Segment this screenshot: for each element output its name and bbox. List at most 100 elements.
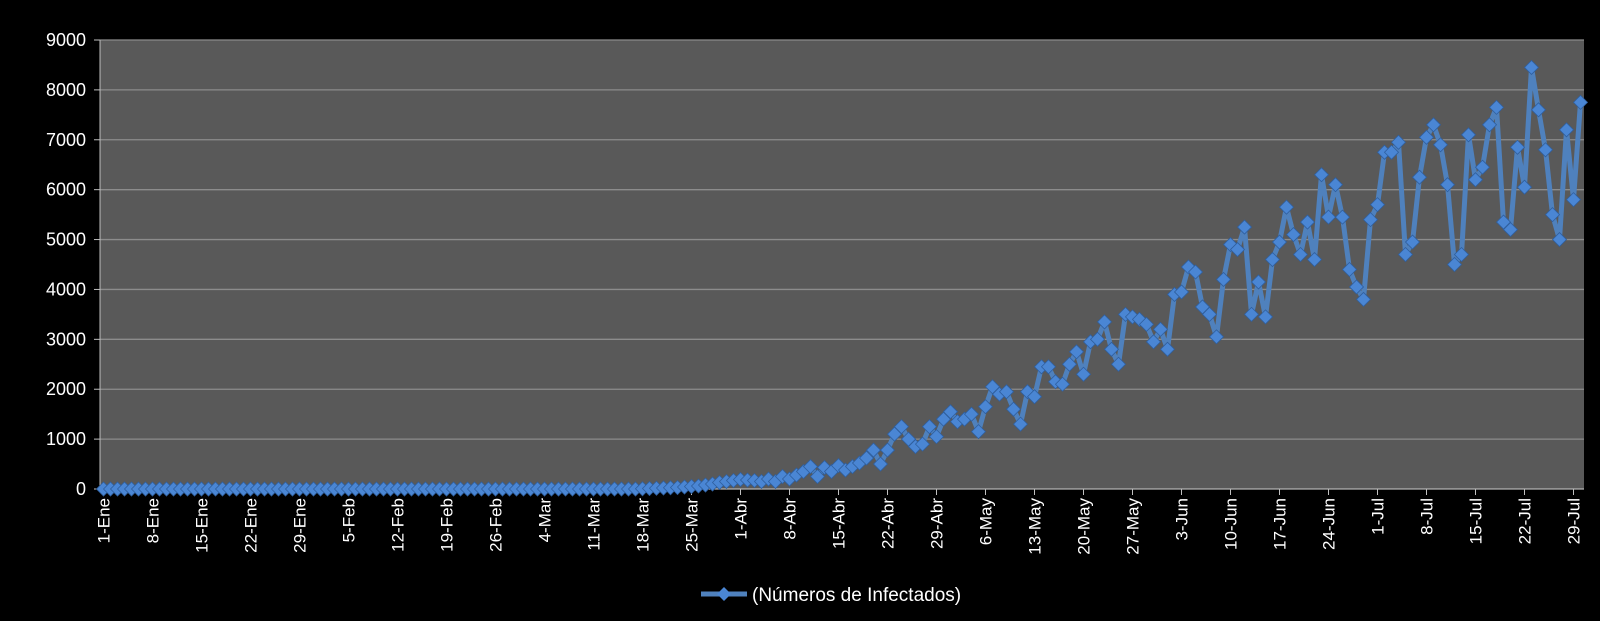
data-point [1509, 139, 1526, 155]
data-point [1208, 329, 1225, 345]
data-point [1292, 246, 1309, 263]
y-tick-label-6000: 6000 [46, 180, 86, 200]
data-point [977, 399, 994, 415]
data-point [1236, 219, 1253, 235]
data-point [893, 419, 910, 435]
data-point [1243, 306, 1260, 322]
y-tick-label-3000: 3000 [46, 329, 86, 349]
data-point [1005, 401, 1022, 417]
y-tick-label-7000: 7000 [46, 130, 86, 150]
data-point [1453, 246, 1470, 263]
y-tick-label-1000: 1000 [46, 429, 86, 449]
data-point [1061, 356, 1078, 372]
x-tick-label: 1-Ene [95, 498, 114, 543]
x-tick-label: 1-Jul [1369, 498, 1388, 535]
x-tick-label: 10-Jun [1222, 498, 1241, 550]
data-point [1425, 117, 1442, 133]
data-point [1278, 199, 1295, 215]
data-point [1362, 212, 1379, 228]
data-point [998, 384, 1015, 400]
data-point [1264, 251, 1281, 268]
x-tick-label: 22-Abr [879, 498, 898, 549]
series-infectados [95, 59, 1589, 497]
x-tick-label: 3-Jun [1173, 498, 1192, 541]
legend: (Números de Infectados) [701, 585, 961, 606]
x-tick-label: 8-Abr [781, 498, 800, 540]
data-point [1145, 334, 1162, 350]
data-point [1369, 197, 1386, 213]
data-point [1320, 209, 1337, 225]
data-point [1481, 117, 1498, 133]
data-point [879, 442, 896, 458]
y-tick-label-8000: 8000 [46, 80, 86, 100]
data-point [1026, 389, 1043, 405]
data-point [872, 456, 889, 472]
x-tick-label: 25-Mar [683, 498, 702, 552]
data-point [1103, 341, 1120, 357]
data-point [1250, 274, 1267, 290]
data-point [1327, 177, 1344, 193]
y-tick-label-4000: 4000 [46, 279, 86, 299]
x-tick-label: 22-Ene [242, 498, 261, 553]
data-point [1523, 59, 1540, 76]
data-point [1096, 314, 1113, 330]
y-axis: 0 1000 2000 3000 4000 5000 6000 7000 8000 9000 [46, 30, 101, 499]
x-tick-label: 20-May [1075, 498, 1094, 555]
data-point [1089, 331, 1106, 347]
y-tick-label-5000: 5000 [46, 230, 86, 250]
data-point [1341, 261, 1358, 278]
data-point [1565, 192, 1582, 208]
data-point [1159, 341, 1176, 357]
x-tick-label: 29-Jul [1565, 498, 1584, 544]
data-point [1040, 359, 1057, 375]
x-tick-label: 12-Feb [389, 498, 408, 552]
x-tick-label: 26-Feb [487, 498, 506, 552]
data-point [963, 406, 980, 422]
data-point [1390, 134, 1407, 150]
x-axis: 1-Ene 8-Ene 15-Ene 22-Ene 29-Ene 5-Feb 12-Feb 1… [95, 488, 1584, 555]
data-point [1138, 316, 1155, 332]
data-point [1404, 234, 1421, 250]
data-point [1446, 256, 1463, 273]
plot-area [100, 40, 1584, 489]
data-point [1397, 246, 1414, 263]
data-point [928, 429, 945, 445]
x-tick-label: 19-Feb [438, 498, 457, 552]
data-point [1502, 222, 1519, 238]
data-point [1334, 209, 1351, 225]
data-point [1019, 384, 1036, 400]
x-tick-label: 27-May [1124, 498, 1143, 555]
x-tick-label: 18-Mar [634, 498, 653, 552]
data-point [1467, 172, 1484, 188]
data-point [1313, 167, 1330, 183]
data-point [1537, 142, 1554, 158]
data-point [1516, 179, 1533, 195]
x-tick-label: 1-Abr [732, 498, 751, 540]
y-tick-label-0: 0 [76, 479, 86, 499]
data-point [1348, 279, 1365, 295]
x-tick-label: 24-Jun [1320, 498, 1339, 550]
data-point [1012, 416, 1029, 432]
data-point [1544, 207, 1561, 223]
data-point [1439, 177, 1456, 193]
data-point [1201, 306, 1218, 322]
data-point [1131, 311, 1148, 327]
data-point [1271, 234, 1288, 250]
x-tick-label: 15-Abr [830, 498, 849, 549]
x-tick-label: 8-Jul [1418, 498, 1437, 535]
x-tick-label: 15-Jul [1467, 498, 1486, 544]
data-point [1110, 356, 1127, 372]
data-point [865, 442, 882, 458]
data-point [1558, 122, 1575, 138]
y-tick-label-2000: 2000 [46, 379, 86, 399]
data-point [858, 450, 875, 466]
data-point [1068, 344, 1085, 360]
x-tick-label: 15-Ene [193, 498, 212, 553]
x-tick-label: 6-May [977, 498, 996, 546]
legend-diamond-marker [717, 587, 731, 601]
x-tick-label: 5-Feb [340, 498, 359, 542]
x-tick-label: 4-Mar [536, 498, 555, 543]
y-tick-label-9000: 9000 [46, 30, 86, 50]
data-point [1285, 227, 1302, 243]
